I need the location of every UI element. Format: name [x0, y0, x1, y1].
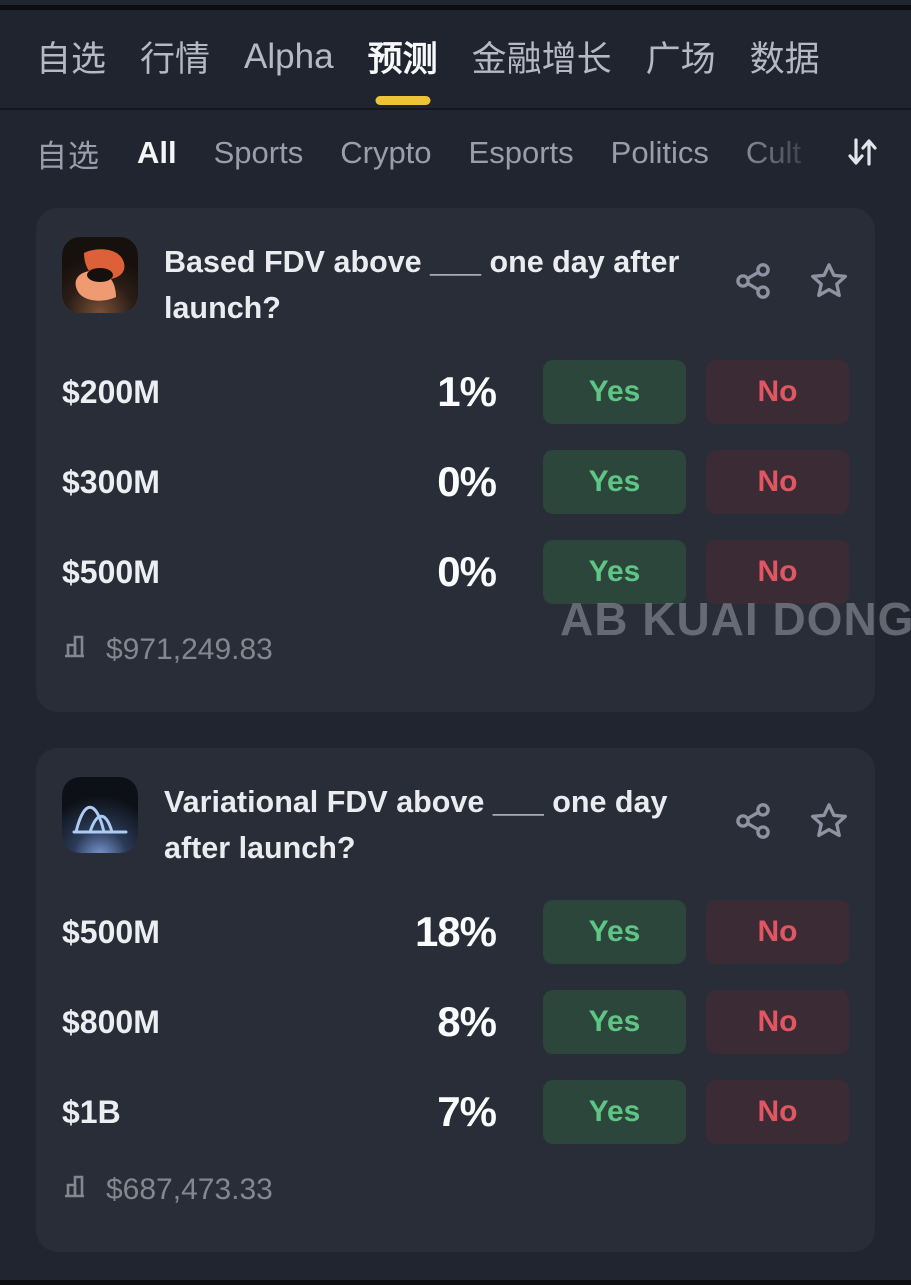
- top-navigation: 自选 行情 Alpha 预测 金融增长 广场 数据: [0, 5, 911, 110]
- volume-bars-icon: [62, 1170, 94, 1210]
- nav-tab-markets[interactable]: 行情: [140, 40, 211, 79]
- volume-row: $687,473.33: [62, 1170, 849, 1210]
- outcome-label: $300M: [62, 463, 160, 500]
- filter-tab-politics[interactable]: Politics: [610, 135, 709, 170]
- market-title: Based FDV above ___ one day after launch…: [164, 245, 680, 325]
- outcome-label: $200M: [62, 373, 160, 410]
- outcome-row: $1B 7% Yes No: [62, 1080, 849, 1144]
- yes-button[interactable]: Yes: [543, 360, 686, 424]
- sort-arrows-icon: [842, 132, 882, 175]
- no-button[interactable]: No: [706, 990, 849, 1054]
- nav-tab-predict[interactable]: 预测: [368, 5, 438, 108]
- share-icon: [733, 263, 773, 304]
- filter-tab-esports[interactable]: Esports: [468, 135, 574, 170]
- favorite-button[interactable]: [809, 801, 849, 841]
- nav-tab-data[interactable]: 数据: [749, 40, 820, 79]
- outcome-row: $500M 0% Yes No: [62, 540, 849, 604]
- no-button[interactable]: No: [706, 900, 849, 964]
- share-button[interactable]: [733, 801, 773, 841]
- outcome-row: $800M 8% Yes No: [62, 990, 849, 1054]
- share-icon: [733, 803, 773, 844]
- no-button[interactable]: No: [706, 540, 849, 604]
- share-button[interactable]: [733, 261, 773, 301]
- category-filter-bar: 自选 All Sports Crypto Esports Politics Cu…: [0, 110, 911, 196]
- outcome-chance: 0%: [437, 458, 497, 505]
- yes-button[interactable]: Yes: [543, 450, 686, 514]
- card-actions: [733, 801, 849, 841]
- filter-tab-watchlist[interactable]: 自选: [36, 138, 100, 174]
- yes-button[interactable]: Yes: [543, 900, 686, 964]
- based-logo-icon: [62, 237, 138, 313]
- card-header: Based FDV above ___ one day after launch…: [62, 237, 849, 360]
- outcome-label: $1B: [62, 1093, 121, 1130]
- nav-tab-alpha[interactable]: Alpha: [244, 36, 334, 76]
- filter-tab-crypto[interactable]: Crypto: [340, 135, 432, 170]
- nav-tab-finance-growth[interactable]: 金融增长: [471, 40, 612, 79]
- filter-tab-all[interactable]: All: [137, 135, 177, 170]
- volume-row: $971,249.83: [62, 630, 849, 670]
- volume-value: $687,473.33: [106, 1173, 273, 1206]
- no-button[interactable]: No: [706, 360, 849, 424]
- no-button[interactable]: No: [706, 1080, 849, 1144]
- nav-tab-square[interactable]: 广场: [645, 40, 716, 79]
- no-button[interactable]: No: [706, 450, 849, 514]
- outcome-label: $500M: [62, 553, 160, 590]
- market-title: Variational FDV above ___ one day after …: [164, 785, 668, 865]
- outcome-chance: 0%: [437, 548, 497, 595]
- screen-top-edge: [0, 5, 911, 10]
- outcome-row: $300M 0% Yes No: [62, 450, 849, 514]
- card-actions: [733, 261, 849, 301]
- volume-bars-icon: [62, 630, 94, 670]
- outcome-row: $200M 1% Yes No: [62, 360, 849, 424]
- screen-bottom-edge: [0, 1280, 911, 1285]
- yes-button[interactable]: Yes: [543, 1080, 686, 1144]
- yes-button[interactable]: Yes: [543, 540, 686, 604]
- volume-value: $971,249.83: [106, 633, 273, 666]
- star-icon: [809, 803, 849, 844]
- outcome-chance: 7%: [437, 1088, 497, 1135]
- star-icon: [809, 263, 849, 304]
- card-header: Variational FDV above ___ one day after …: [62, 777, 849, 900]
- market-card-list: Based FDV above ___ one day after launch…: [0, 196, 911, 1252]
- market-card-based: Based FDV above ___ one day after launch…: [36, 208, 875, 712]
- variational-logo-icon: [62, 777, 138, 853]
- filter-tab-culture[interactable]: Cult: [745, 135, 801, 170]
- outcome-chance: 1%: [437, 368, 497, 415]
- sort-button[interactable]: [839, 130, 885, 176]
- nav-tab-watchlist[interactable]: 自选: [36, 40, 107, 79]
- outcome-label: $500M: [62, 913, 160, 950]
- market-card-variational: Variational FDV above ___ one day after …: [36, 748, 875, 1252]
- yes-button[interactable]: Yes: [543, 990, 686, 1054]
- outcome-chance: 8%: [437, 998, 497, 1045]
- outcome-row: $500M 18% Yes No: [62, 900, 849, 964]
- filter-tab-sports[interactable]: Sports: [213, 135, 304, 170]
- outcome-chance: 18%: [414, 908, 497, 955]
- favorite-button[interactable]: [809, 261, 849, 301]
- outcome-label: $800M: [62, 1003, 160, 1040]
